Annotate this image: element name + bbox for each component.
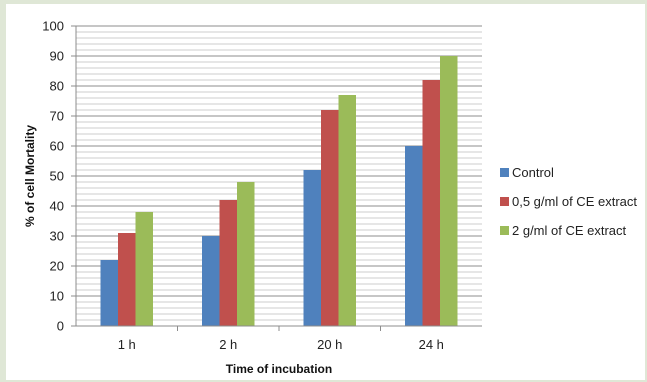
x-tick-labels: 1 h 2 h 20 h 24 h	[118, 337, 444, 352]
bar	[100, 260, 118, 326]
bars	[100, 56, 458, 326]
y-tick-label: 100	[42, 19, 64, 34]
bar	[321, 110, 339, 326]
legend-label: Control	[512, 165, 554, 180]
y-tick-label: 80	[50, 79, 64, 94]
y-tick-label: 10	[50, 289, 64, 304]
y-tick-label: 30	[50, 229, 64, 244]
x-tick-label: 2 h	[219, 337, 237, 352]
bar	[202, 236, 220, 326]
legend-swatch	[500, 168, 509, 177]
legend-label: 0,5 g/ml of CE extract	[512, 194, 637, 209]
legend-item: 2 g/ml of CE extract	[500, 223, 627, 238]
bar	[237, 182, 255, 326]
bar	[135, 212, 153, 326]
bar	[219, 200, 237, 326]
legend-item: Control	[500, 165, 554, 180]
y-tick-label: 50	[50, 169, 64, 184]
legend-item: 0,5 g/ml of CE extract	[500, 194, 637, 209]
legend-label: 2 g/ml of CE extract	[512, 223, 627, 238]
y-tick-label: 20	[50, 259, 64, 274]
bar	[440, 56, 458, 326]
bar	[303, 170, 321, 326]
axes	[71, 25, 482, 331]
legend-swatch	[500, 197, 509, 206]
y-axis-title: % of cell Mortality	[23, 125, 37, 227]
y-tick-label: 40	[50, 199, 64, 214]
bar	[118, 233, 136, 326]
y-tick-labels: 0 10 20 30 40 50 60 70 80 90 100	[42, 19, 64, 334]
y-tick-label: 90	[50, 49, 64, 64]
x-axis-title: Time of incubation	[226, 362, 332, 376]
x-tick-label: 20 h	[317, 337, 342, 352]
y-tick-label: 0	[57, 319, 64, 334]
bar	[422, 80, 440, 326]
bar	[405, 146, 423, 326]
y-tick-label: 60	[50, 139, 64, 154]
bar	[338, 95, 356, 326]
legend-swatch	[500, 226, 509, 235]
x-tick-label: 1 h	[118, 337, 136, 352]
x-tick-label: 24 h	[419, 337, 444, 352]
y-tick-label: 70	[50, 109, 64, 124]
legend: Control 0,5 g/ml of CE extract 2 g/ml of C…	[500, 165, 637, 238]
